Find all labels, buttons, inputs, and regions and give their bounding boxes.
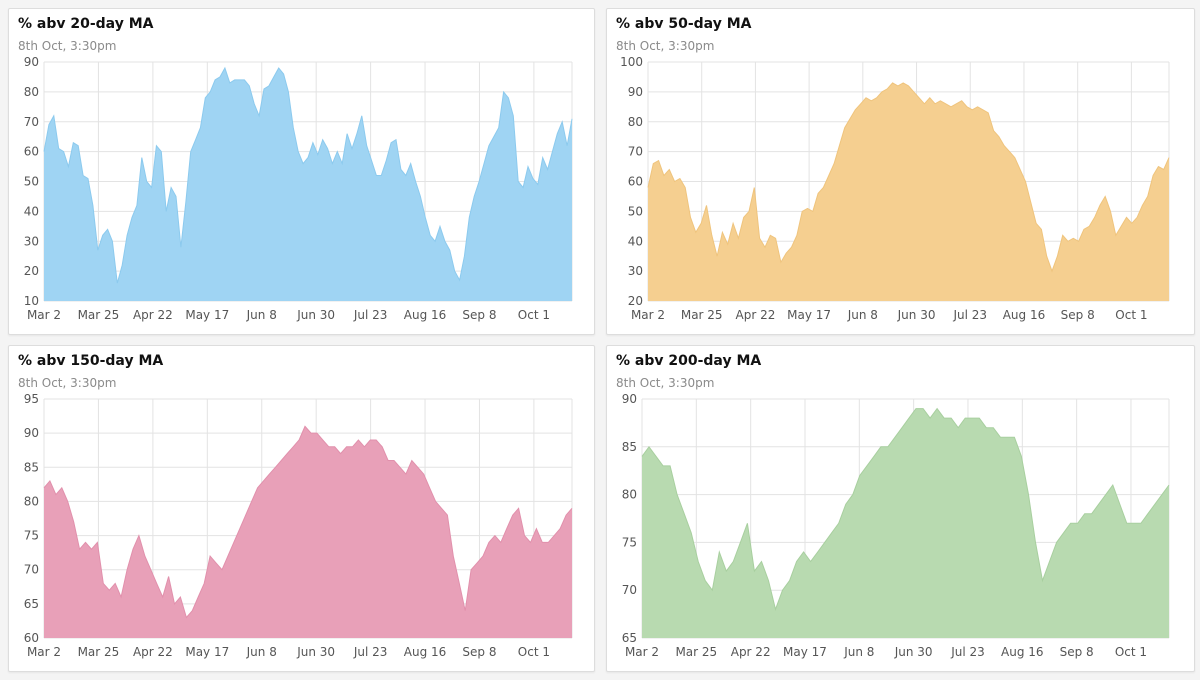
y-tick-label: 30 bbox=[628, 264, 643, 278]
y-tick-label: 70 bbox=[24, 115, 39, 129]
y-tick-label: 30 bbox=[24, 234, 39, 248]
y-tick-label: 80 bbox=[24, 85, 39, 99]
x-tick-label: Mar 25 bbox=[675, 645, 717, 659]
y-tick-label: 20 bbox=[628, 294, 643, 308]
chart-subtitle: 8th Oct, 3:30pm bbox=[18, 376, 117, 390]
x-tick-label: Oct 1 bbox=[518, 645, 550, 659]
y-tick-label: 20 bbox=[24, 264, 39, 278]
x-tick-label: Mar 2 bbox=[625, 645, 659, 659]
chart-subtitle: 8th Oct, 3:30pm bbox=[616, 39, 715, 53]
x-tick-label: Apr 22 bbox=[736, 308, 776, 322]
y-tick-label: 95 bbox=[24, 392, 39, 406]
y-tick-label: 75 bbox=[24, 529, 39, 543]
area-series-line bbox=[43, 66, 573, 284]
x-tick-label: Jul 23 bbox=[950, 645, 985, 659]
area-series-fill bbox=[44, 426, 572, 638]
chart-title: % abv 20-day MA bbox=[18, 16, 154, 32]
y-tick-label: 90 bbox=[24, 55, 39, 69]
area-chart-200day: 65 70 75 80 85 90 Mar 2 Mar 25 Apr 22 May 17 Jun 8… bbox=[622, 392, 1170, 659]
x-tick-label: Sep 8 bbox=[1060, 645, 1094, 659]
y-tick-label: 85 bbox=[24, 460, 39, 474]
y-tick-label: 50 bbox=[24, 175, 39, 189]
chart-card-50day: % abv 50-day MA 8th Oct, 3:30pm 20 30 40 50… bbox=[606, 8, 1195, 335]
chart-subtitle: 8th Oct, 3:30pm bbox=[616, 376, 715, 390]
x-tick-label: Sep 8 bbox=[462, 308, 496, 322]
x-tick-label: Apr 22 bbox=[133, 308, 173, 322]
x-tick-label: Apr 22 bbox=[133, 645, 173, 659]
x-tick-label: Jun 30 bbox=[296, 645, 335, 659]
y-tick-label: 65 bbox=[24, 597, 39, 611]
chart-card-20day: % abv 20-day MA 8th Oct, 3:30pm 10 20 30 40… bbox=[8, 8, 595, 335]
y-tick-label: 85 bbox=[622, 440, 637, 454]
x-tick-label: Mar 25 bbox=[78, 308, 120, 322]
y-tick-label: 100 bbox=[620, 55, 643, 69]
y-tick-label: 60 bbox=[24, 631, 39, 645]
x-tick-label: Jul 23 bbox=[353, 645, 388, 659]
area-series-fill bbox=[44, 68, 572, 301]
x-tick-label: Sep 8 bbox=[462, 645, 496, 659]
y-tick-label: 90 bbox=[628, 85, 643, 99]
x-tick-label: Jul 23 bbox=[952, 308, 987, 322]
x-tick-label: Mar 2 bbox=[27, 308, 61, 322]
x-tick-label: May 17 bbox=[185, 308, 229, 322]
x-tick-label: Aug 16 bbox=[1001, 645, 1044, 659]
x-tick-label: Jun 30 bbox=[296, 308, 335, 322]
area-chart-150day: 60 65 70 75 80 85 90 95 Mar 2 Mar 25 Apr 22 May 17 J… bbox=[24, 392, 573, 659]
x-tick-label: Aug 16 bbox=[1003, 308, 1046, 322]
x-tick-label: Oct 1 bbox=[1115, 308, 1147, 322]
y-tick-label: 10 bbox=[24, 294, 39, 308]
area-series-fill bbox=[642, 408, 1169, 638]
x-tick-label: Sep 8 bbox=[1061, 308, 1095, 322]
y-tick-label: 90 bbox=[622, 392, 637, 406]
x-tick-label: Mar 2 bbox=[27, 645, 61, 659]
y-tick-label: 80 bbox=[24, 494, 39, 508]
x-tick-label: Jun 30 bbox=[897, 308, 936, 322]
x-tick-label: Oct 1 bbox=[518, 308, 550, 322]
y-tick-label: 40 bbox=[628, 234, 643, 248]
x-tick-label: Jul 23 bbox=[353, 308, 388, 322]
x-tick-label: Jun 8 bbox=[246, 308, 277, 322]
chart-card-150day: % abv 150-day MA 8th Oct, 3:30pm 60 65 70 7… bbox=[8, 345, 595, 672]
x-tick-label: Jun 30 bbox=[894, 645, 933, 659]
y-tick-label: 80 bbox=[622, 488, 637, 502]
x-tick-label: Aug 16 bbox=[404, 645, 447, 659]
x-tick-label: Oct 1 bbox=[1115, 645, 1147, 659]
y-tick-label: 80 bbox=[628, 115, 643, 129]
chart-title: % abv 50-day MA bbox=[616, 16, 752, 32]
chart-title: % abv 200-day MA bbox=[616, 353, 762, 369]
area-chart-20day: 10 20 30 40 50 60 70 80 90 Mar 2 Mar 25 Apr 22 May 1… bbox=[24, 55, 573, 322]
y-tick-label: 75 bbox=[622, 535, 637, 549]
y-tick-label: 40 bbox=[24, 204, 39, 218]
y-tick-label: 65 bbox=[622, 631, 637, 645]
area-chart-50day: 20 30 40 50 60 70 80 90 100 Mar 2 Mar 25 Apr 22 May … bbox=[620, 55, 1170, 322]
x-tick-label: Aug 16 bbox=[404, 308, 447, 322]
y-tick-label: 70 bbox=[622, 583, 637, 597]
x-tick-label: Mar 2 bbox=[631, 308, 665, 322]
x-tick-label: Apr 22 bbox=[731, 645, 771, 659]
area-series-line bbox=[641, 407, 1170, 612]
y-tick-label: 70 bbox=[628, 145, 643, 159]
area-series-fill bbox=[648, 82, 1169, 302]
x-tick-label: May 17 bbox=[185, 645, 229, 659]
y-tick-label: 60 bbox=[628, 175, 643, 189]
x-tick-label: Mar 25 bbox=[78, 645, 120, 659]
chart-title: % abv 150-day MA bbox=[18, 353, 164, 369]
x-tick-label: Mar 25 bbox=[681, 308, 723, 322]
y-tick-label: 50 bbox=[628, 204, 643, 218]
chart-card-200day: % abv 200-day MA 8th Oct, 3:30pm 65 70 75 8… bbox=[606, 345, 1195, 672]
y-tick-label: 60 bbox=[24, 145, 39, 159]
area-series-line bbox=[43, 425, 573, 619]
y-tick-label: 70 bbox=[24, 563, 39, 577]
area-series-line bbox=[647, 82, 1170, 273]
x-tick-label: May 17 bbox=[787, 308, 831, 322]
y-tick-label: 90 bbox=[24, 426, 39, 440]
x-tick-label: May 17 bbox=[783, 645, 827, 659]
x-tick-label: Jun 8 bbox=[843, 645, 874, 659]
x-tick-label: Jun 8 bbox=[847, 308, 878, 322]
chart-subtitle: 8th Oct, 3:30pm bbox=[18, 39, 117, 53]
x-tick-label: Jun 8 bbox=[246, 645, 277, 659]
